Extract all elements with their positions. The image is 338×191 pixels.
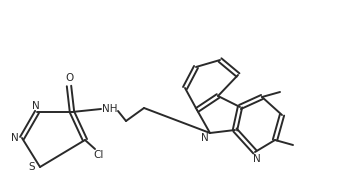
Text: N: N [201,133,209,143]
Text: N: N [11,133,19,143]
Text: NH: NH [102,104,118,114]
Text: N: N [253,154,261,164]
Text: N: N [32,101,40,111]
Text: S: S [29,162,35,172]
Text: O: O [65,73,73,83]
Text: Cl: Cl [94,150,104,160]
